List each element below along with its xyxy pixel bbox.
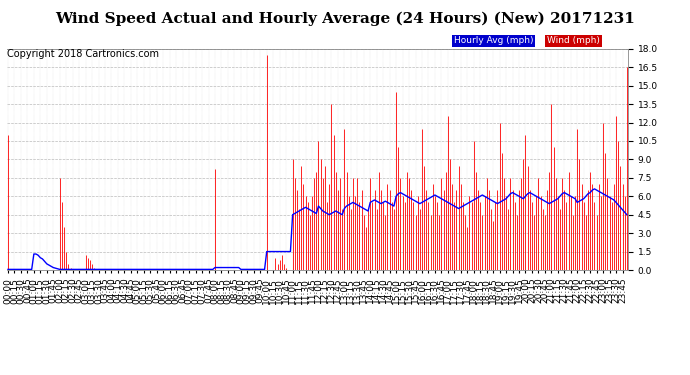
Text: Hourly Avg (mph): Hourly Avg (mph) <box>454 36 533 45</box>
Text: Wind Speed Actual and Hourly Average (24 Hours) (New) 20171231: Wind Speed Actual and Hourly Average (24… <box>55 11 635 26</box>
Text: Wind (mph): Wind (mph) <box>547 36 600 45</box>
Text: Copyright 2018 Cartronics.com: Copyright 2018 Cartronics.com <box>7 49 159 59</box>
